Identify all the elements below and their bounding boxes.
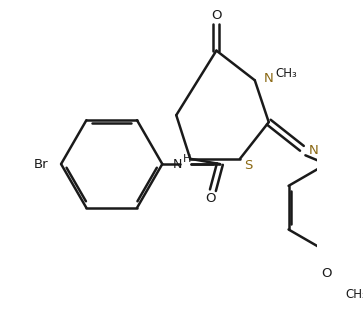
Text: N: N xyxy=(173,157,182,170)
Text: O: O xyxy=(211,9,222,22)
Text: CH₃: CH₃ xyxy=(346,288,363,301)
Text: Br: Br xyxy=(34,157,49,170)
Text: O: O xyxy=(205,193,216,206)
Text: CH₃: CH₃ xyxy=(276,67,298,80)
Text: N: N xyxy=(264,72,273,85)
Text: O: O xyxy=(321,267,331,280)
Text: N: N xyxy=(309,144,319,157)
Text: H: H xyxy=(183,154,191,164)
Text: S: S xyxy=(244,159,253,172)
